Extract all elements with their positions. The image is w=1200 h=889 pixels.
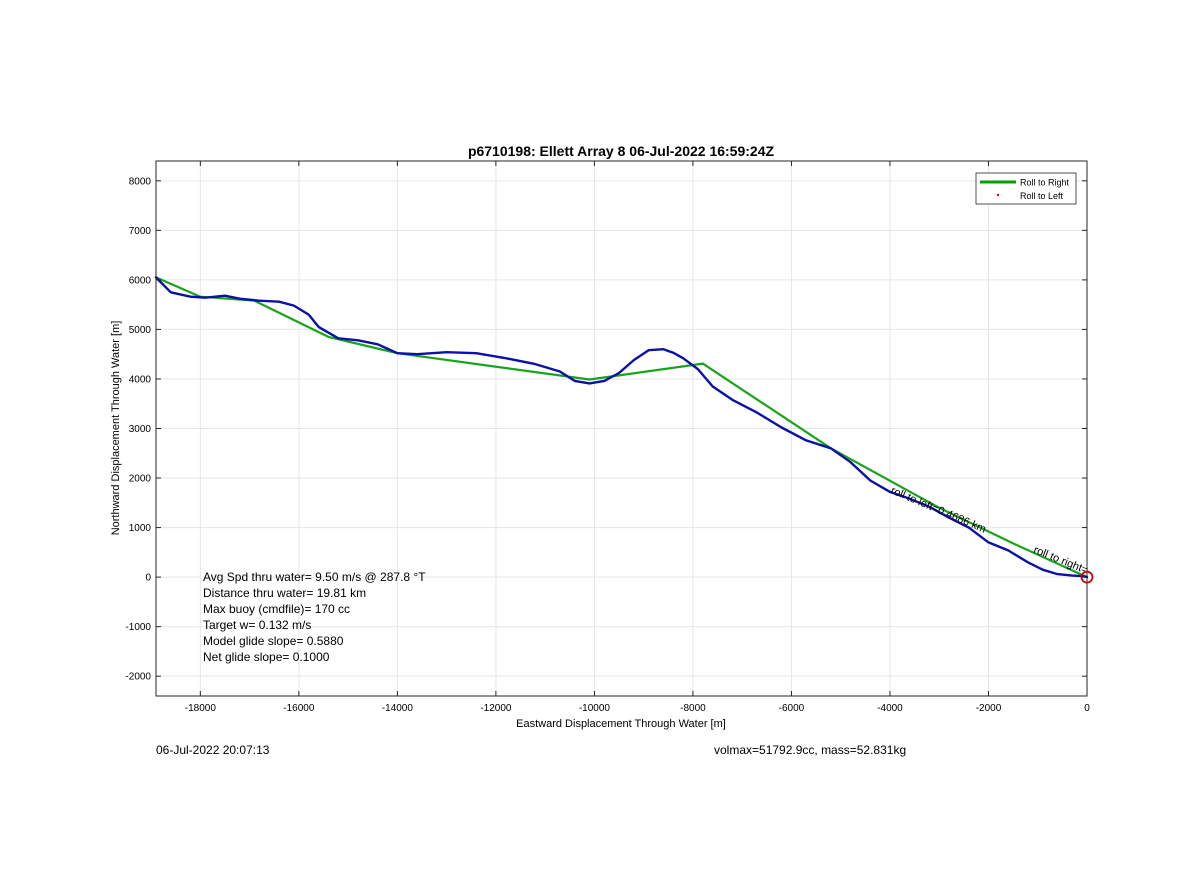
x-tick-label: 0 <box>1084 703 1090 714</box>
y-tick-label: 5000 <box>129 325 152 336</box>
info-model-glide: Model glide slope= 0.5880 <box>203 634 344 648</box>
y-tick-label: -1000 <box>125 622 151 633</box>
y-tick-label: 4000 <box>129 374 152 385</box>
x-tick-label: -4000 <box>877 703 903 714</box>
legend-dot-swatch <box>996 193 1000 197</box>
info-box: Avg Spd thru water= 9.50 m/s @ 287.8 °T … <box>203 570 426 664</box>
info-max-buoy: Max buoy (cmdfile)= 170 cc <box>203 602 350 616</box>
series-roll-right-line <box>154 276 1089 579</box>
legend-label-left: Roll to Left <box>1020 191 1064 201</box>
y-tick-label: 8000 <box>129 176 152 187</box>
y-tick-label: 6000 <box>129 275 152 286</box>
info-net-glide: Net glide slope= 0.1000 <box>203 650 330 664</box>
series-layer <box>154 276 1089 579</box>
info-distance: Distance thru water= 19.81 km <box>203 586 366 600</box>
x-tick-label: -12000 <box>480 703 512 714</box>
x-tick-label: -16000 <box>283 703 315 714</box>
x-axis-label: Eastward Displacement Through Water [m] <box>516 718 726 730</box>
footer-mass-info: volmax=51792.9cc, mass=52.831kg <box>714 743 906 757</box>
ticks: -18000 -16000 -14000 -12000 -10000 -8000 -6000… <box>125 161 1090 714</box>
legend-label-right: Roll to Right <box>1020 178 1070 188</box>
x-tick-label: -6000 <box>779 703 805 714</box>
y-tick-label: 3000 <box>129 424 152 435</box>
series-track-line <box>154 276 1089 579</box>
info-target-w: Target w= 0.132 m/s <box>203 618 311 632</box>
info-avg-speed: Avg Spd thru water= 9.50 m/s @ 287.8 °T <box>203 570 426 584</box>
legend-box <box>975 172 1077 205</box>
footer-timestamp: 06-Jul-2022 20:07:13 <box>156 743 270 757</box>
x-tick-label: -10000 <box>579 703 611 714</box>
y-tick-label: 0 <box>145 573 151 584</box>
y-tick-label: -2000 <box>125 672 151 683</box>
x-tick-label: -14000 <box>382 703 414 714</box>
y-tick-label: 7000 <box>129 226 152 237</box>
x-tick-label: -2000 <box>976 703 1002 714</box>
y-tick-label: 2000 <box>129 474 152 485</box>
end-point-marker <box>1080 570 1094 584</box>
x-tick-label: -8000 <box>680 703 706 714</box>
y-axis-label: Northward Displacement Through Water [m] <box>110 321 122 536</box>
y-tick-label: 1000 <box>129 523 152 534</box>
legend: Roll to Right Roll to Left <box>975 172 1077 205</box>
chart-title: p6710198: Ellett Array 8 06-Jul-2022 16:… <box>468 143 775 159</box>
x-tick-label: -18000 <box>185 703 217 714</box>
